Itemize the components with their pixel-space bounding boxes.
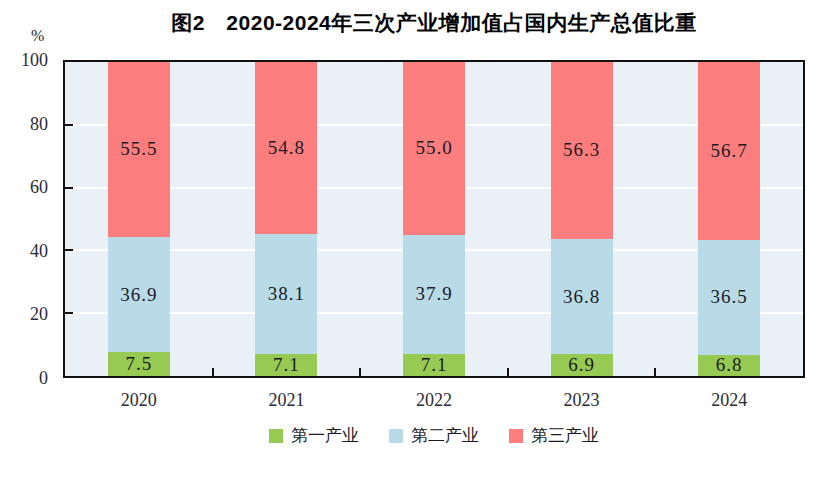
bar-segment: 7.1: [255, 354, 317, 376]
bar-segment: 7.5: [108, 352, 170, 376]
bar-value-label: 56.7: [711, 140, 748, 162]
bar-value-label: 7.1: [421, 354, 448, 376]
y-tick-mark: [65, 187, 73, 189]
bar-value-label: 38.1: [268, 283, 305, 305]
bar-segment: 55.0: [403, 62, 465, 235]
bar-segment: 56.3: [551, 62, 613, 239]
x-category-label: 2023: [508, 390, 656, 411]
bar-value-label: 36.9: [120, 284, 157, 306]
bar-segment: 7.1: [403, 354, 465, 376]
legend-item: 第一产业: [269, 424, 359, 447]
bar-segment: 54.8: [255, 62, 317, 234]
bar-segment: 6.8: [698, 355, 760, 376]
y-tick-mark: [65, 124, 73, 126]
y-tick-label: 100: [21, 50, 48, 71]
legend: 第一产业 第二产业 第三产业: [63, 424, 805, 447]
bar-segment: 36.9: [108, 237, 170, 353]
x-tick-mark: [212, 368, 214, 376]
bar-segment: 36.5: [698, 240, 760, 355]
bar-segment: 55.5: [108, 62, 170, 236]
x-category-label: 2024: [655, 390, 803, 411]
bar-value-label: 6.9: [568, 354, 595, 376]
legend-label: 第二产业: [411, 424, 479, 447]
bar-segment: 37.9: [403, 235, 465, 354]
x-tick-mark: [359, 368, 361, 376]
x-axis-category-labels: 20202021202220232024: [65, 390, 803, 414]
legend-label: 第一产业: [291, 424, 359, 447]
legend-swatch: [509, 429, 523, 443]
y-tick-mark: [65, 249, 73, 251]
x-category-label: 2022: [360, 390, 508, 411]
x-tick-mark: [507, 368, 509, 376]
y-tick-label: 0: [39, 368, 48, 389]
chart-title: 图2 2020-2024年三次产业增加值占国内生产总值比重: [63, 9, 805, 37]
x-category-label: 2021: [213, 390, 361, 411]
x-category-label: 2020: [65, 390, 213, 411]
legend-item: 第二产业: [389, 424, 479, 447]
bar-value-label: 36.5: [711, 286, 748, 308]
bar-value-label: 55.0: [415, 137, 452, 159]
bar-segment: 38.1: [255, 234, 317, 354]
bar-value-label: 55.5: [120, 138, 157, 160]
bar-segment: 36.8: [551, 239, 613, 355]
y-axis-tick-labels: 020406080100: [0, 60, 54, 378]
y-tick-label: 60: [30, 177, 48, 198]
bar-value-label: 6.8: [716, 354, 743, 376]
figure-canvas: { "title": "图2 2020-2024年三次产业增加值占国内生产总值比…: [0, 0, 821, 477]
x-tick-mark: [654, 368, 656, 376]
y-tick-mark: [65, 312, 73, 314]
plot-area: 7.5 36.9 55.5 7.1 38.1 54.8 7.1 37.9 55.0 6.9 36.8…: [63, 60, 805, 378]
bar-value-label: 7.1: [273, 354, 300, 376]
bar-value-label: 54.8: [268, 137, 305, 159]
bar-value-label: 7.5: [125, 353, 152, 375]
legend-label: 第三产业: [531, 424, 599, 447]
bar-value-label: 56.3: [563, 139, 600, 161]
legend-item: 第三产业: [509, 424, 599, 447]
bar-value-label: 36.8: [563, 286, 600, 308]
bar-value-label: 37.9: [415, 283, 452, 305]
y-tick-label: 80: [30, 113, 48, 134]
legend-swatch: [389, 429, 403, 443]
y-tick-label: 40: [30, 240, 48, 261]
legend-swatch: [269, 429, 283, 443]
bar-segment: 56.7: [698, 62, 760, 240]
y-axis-unit-label: %: [31, 27, 44, 45]
y-tick-label: 20: [30, 304, 48, 325]
bar-segment: 6.9: [551, 354, 613, 376]
